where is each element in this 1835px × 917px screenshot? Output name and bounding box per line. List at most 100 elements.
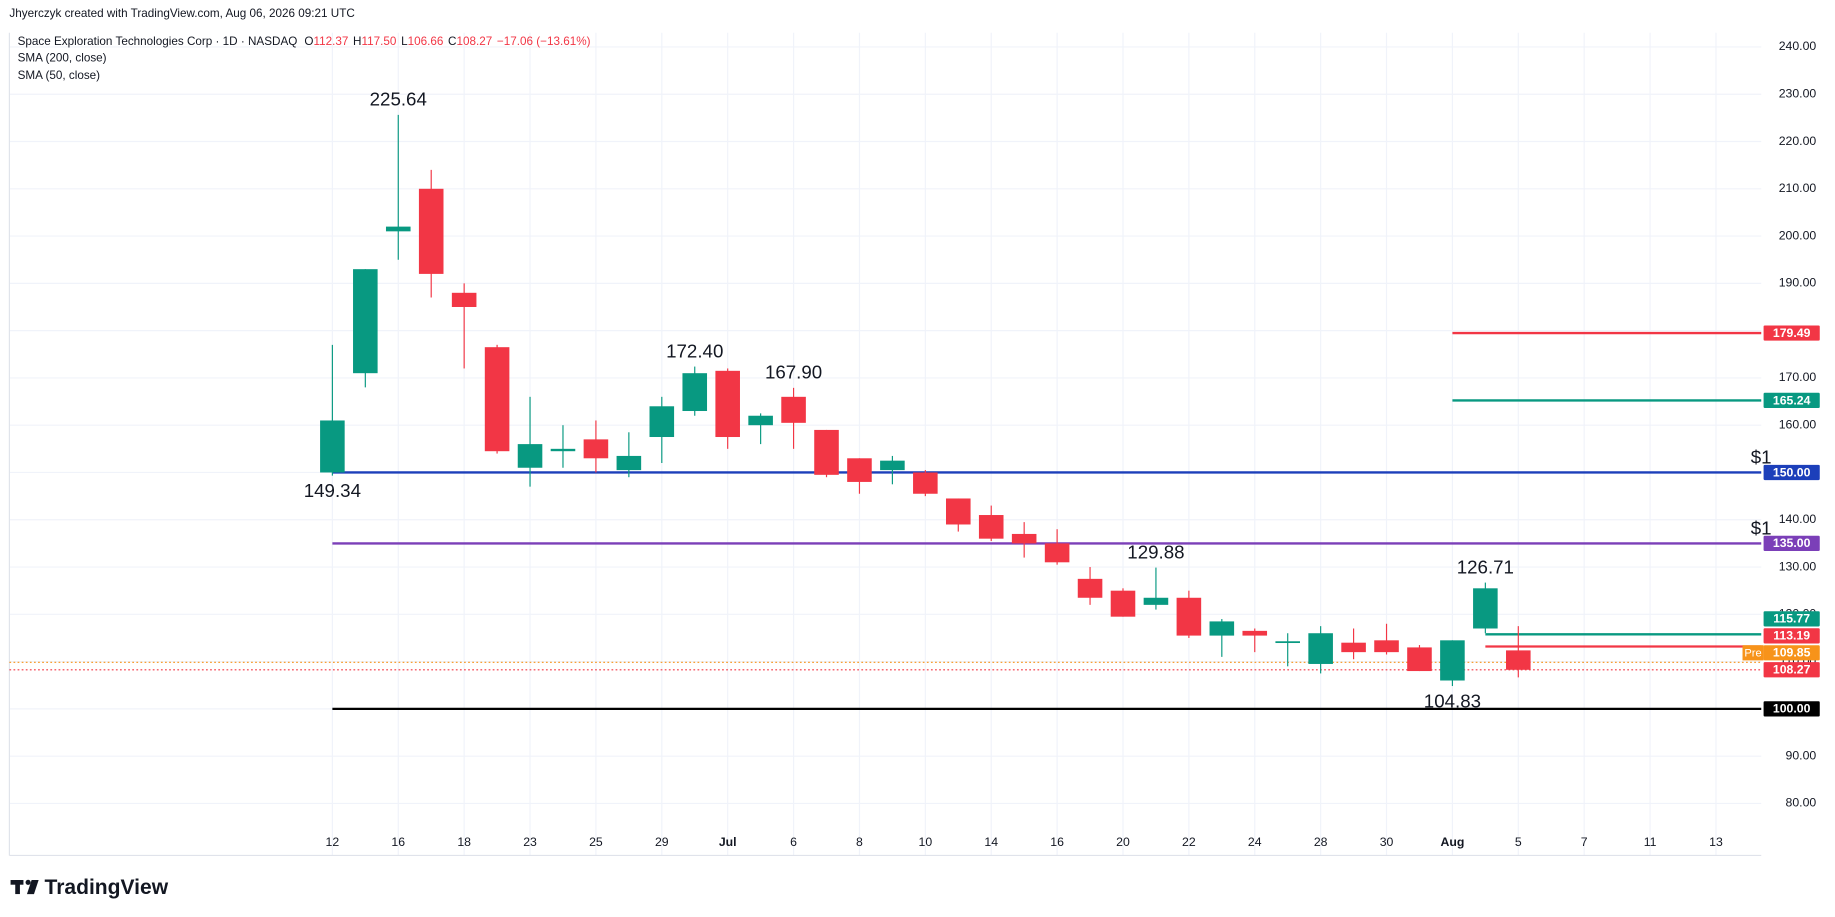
x-tick-label: 12 [326, 835, 340, 849]
level-label-box [1763, 535, 1820, 552]
candle-body [1143, 597, 1169, 605]
y-tick-label: 80.00 [1786, 796, 1817, 810]
ohlc-value: 112.37 [313, 35, 348, 48]
candle-body [320, 420, 345, 473]
candle-body [1341, 642, 1366, 653]
candle-body [484, 347, 510, 452]
candle-body [715, 370, 740, 438]
candle-body [1209, 621, 1235, 636]
level-label: 165.24 [1773, 393, 1811, 407]
level-tag-box [1742, 645, 1764, 661]
brand-logo [10, 879, 39, 895]
price-annotation: 225.64 [370, 89, 427, 110]
y-tick-label: 130.00 [1779, 559, 1817, 573]
candle-body [880, 460, 905, 471]
x-tick-label: 10 [919, 835, 933, 849]
level-label: 108.27 [1773, 663, 1811, 677]
price-annotation: 129.88 [1127, 541, 1184, 562]
x-tick-label: 16 [1050, 835, 1064, 849]
candle-body [1011, 533, 1037, 544]
candle-body [945, 498, 971, 525]
ohlc-value: 117.50 [362, 35, 397, 48]
credit: Jhyerczyk created with TradingView.com, … [9, 7, 354, 20]
y-tick-label: 220.00 [1779, 134, 1817, 148]
ohlc-key: C [448, 35, 456, 48]
price-annotation: 167.90 [765, 362, 822, 383]
candle-body [550, 448, 576, 452]
x-tick-label: 22 [1182, 835, 1196, 849]
x-tick-label: 8 [856, 835, 863, 849]
candle-body [781, 396, 806, 423]
candle-body [1110, 590, 1136, 617]
y-tick-label: 240.00 [1779, 39, 1817, 53]
ohlc-legend: O 112.37 H 117.50 L 106.66 C 108.27 −17.06 (−13.… [304, 35, 590, 48]
ohlc-key: O [304, 35, 313, 48]
indicator: SMA (50, close) [18, 69, 101, 82]
candle-body [583, 439, 609, 459]
y-tick-label: 200.00 [1779, 228, 1817, 242]
level-label: 135.00 [1773, 536, 1811, 550]
x-tick-label: 16 [391, 835, 405, 849]
x-tick-label: 5 [1515, 835, 1522, 849]
level-label-box [1763, 392, 1820, 409]
candle-body [748, 415, 773, 426]
candle-body [814, 429, 839, 475]
candle-body [385, 226, 411, 232]
price-axis: 80.0090.00100.00110.00120.00130.00140.00… [326, 39, 1820, 849]
level-note: $1 [1751, 517, 1772, 538]
y-tick-label: 90.00 [1786, 748, 1817, 762]
candle-body [913, 472, 938, 494]
x-tick-label: 6 [790, 835, 797, 849]
y-tick-label: 190.00 [1779, 276, 1817, 290]
level-label-box [1763, 325, 1820, 341]
candle-body [1242, 630, 1268, 636]
brand: TradingView [45, 876, 169, 899]
x-tick-label: Aug [1440, 835, 1464, 849]
y-tick-label: 210.00 [1779, 181, 1817, 195]
candle-body [1407, 647, 1432, 672]
plot: $1 $1 225.64 172.40 167.90 149.34 129.88 126.71… [9, 89, 1772, 711]
x-tick-label: 7 [1581, 835, 1588, 849]
candle-body [1044, 543, 1070, 563]
indicator: SMA (200, close) [18, 52, 107, 65]
candle-body [1440, 640, 1465, 681]
y-tick-label: 170.00 [1779, 370, 1817, 384]
level-label: 109.85 [1773, 646, 1811, 660]
level-tag: Pre [1744, 647, 1761, 659]
level-label: 100.00 [1773, 702, 1811, 716]
candle-body [847, 458, 872, 482]
candle-body [1374, 640, 1399, 653]
candle-body [1473, 588, 1498, 629]
chart-title: Space Exploration Technologies Corp · 1D… [18, 35, 298, 48]
ohlc-value: 106.66 [408, 35, 444, 48]
level-label-box [1763, 662, 1820, 678]
y-tick-label: 230.00 [1779, 86, 1817, 100]
candle-body [682, 373, 708, 412]
x-tick-label: 28 [1314, 835, 1328, 849]
level-label: 113.19 [1773, 629, 1810, 643]
change: −17.06 (−13.61%) [497, 35, 591, 48]
price-annotation: 172.40 [666, 340, 723, 361]
candle-body [451, 292, 477, 307]
level-label-box [1763, 701, 1820, 717]
level-label-box [1763, 464, 1820, 481]
level-label: 179.49 [1773, 326, 1811, 340]
ohlc-key: L [401, 35, 408, 48]
candle-body [978, 515, 1004, 539]
x-tick-label: 11 [1644, 835, 1657, 849]
candle-body [517, 444, 543, 468]
x-tick-label: 23 [523, 835, 537, 849]
candle-body [353, 269, 378, 374]
x-tick-label: 13 [1709, 835, 1723, 849]
level-label-box [1763, 611, 1820, 627]
x-tick-label: 25 [589, 835, 603, 849]
ohlc-key: H [353, 35, 361, 48]
candle-body [1308, 633, 1333, 664]
price-annotation: 126.71 [1457, 556, 1514, 577]
candle-body [1506, 650, 1531, 670]
level-label: 150.00 [1773, 465, 1811, 479]
level-label-box [1763, 628, 1820, 644]
